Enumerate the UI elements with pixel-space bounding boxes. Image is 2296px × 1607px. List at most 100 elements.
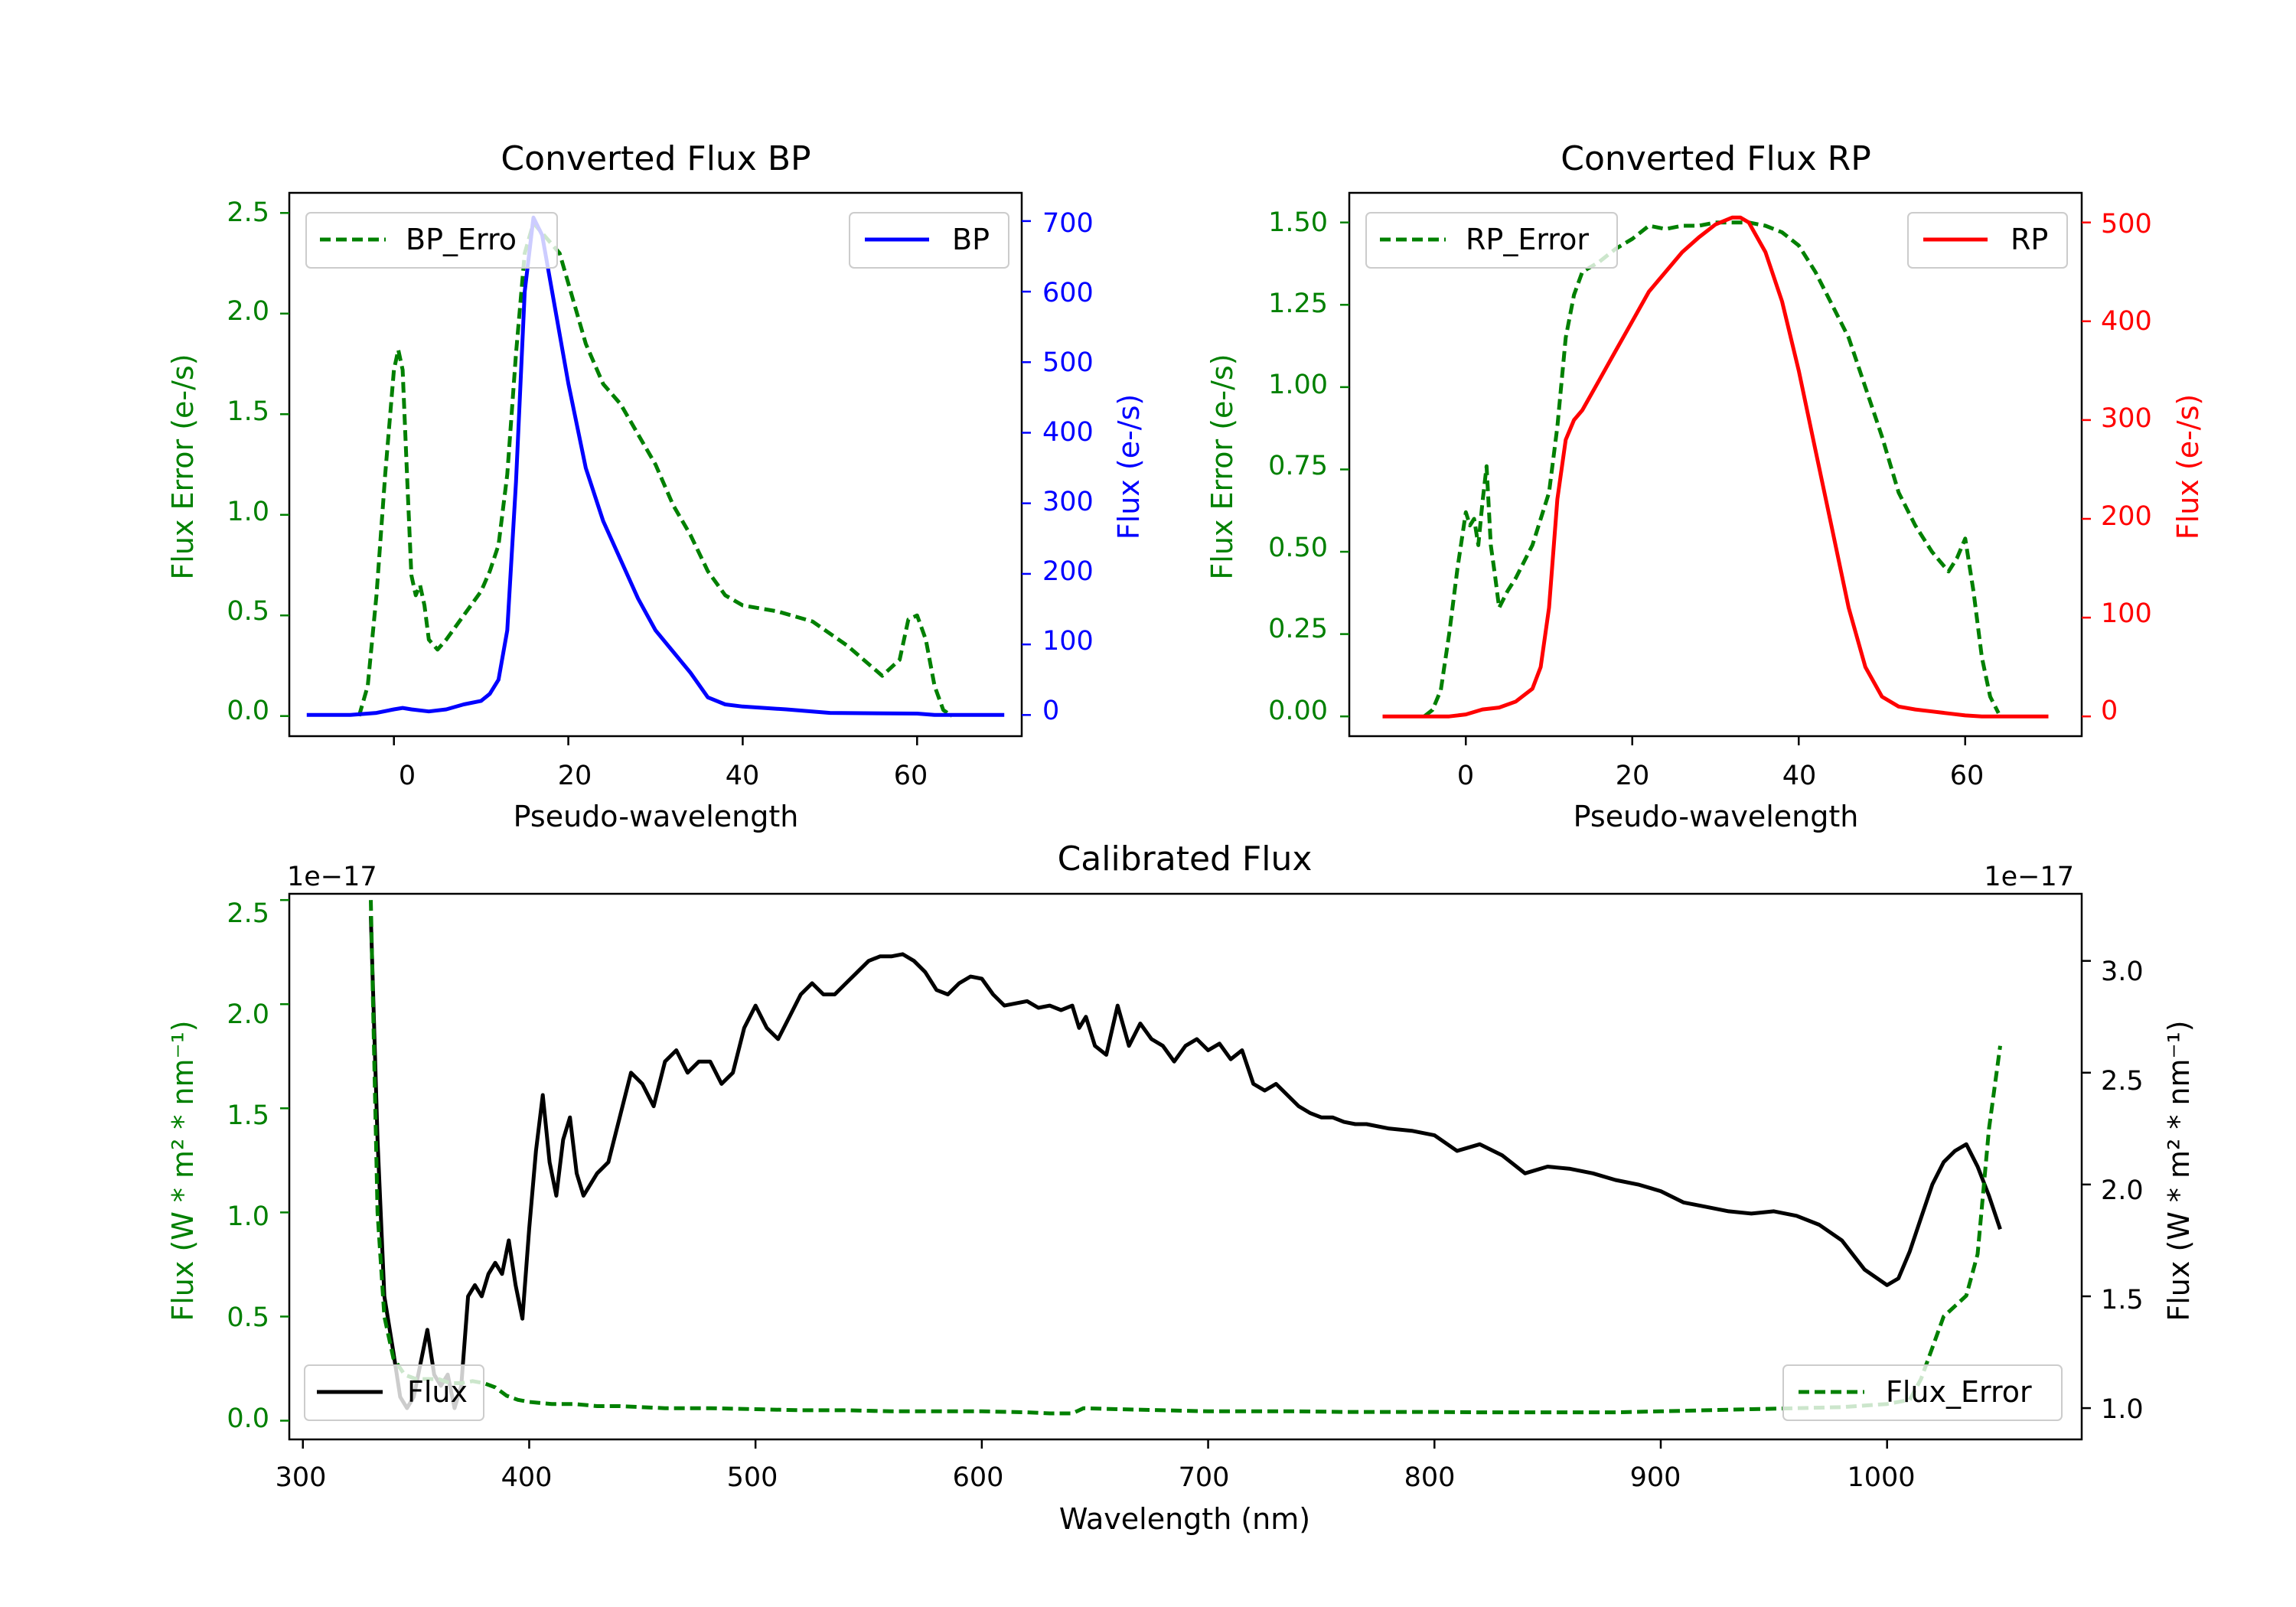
legend-label: BP_Erro bbox=[406, 223, 517, 256]
y-tick-label-left: 1.0 bbox=[227, 1201, 269, 1232]
y-tick-label-right: 2.0 bbox=[2101, 1175, 2144, 1206]
x-tick-label: 40 bbox=[1782, 761, 1817, 791]
x-axis-label: Wavelength (nm) bbox=[1059, 1502, 1310, 1536]
x-tick-label: 60 bbox=[894, 761, 928, 791]
y-offset-left: 1e−17 bbox=[287, 862, 377, 892]
y-tick-label-right: 100 bbox=[1042, 626, 1094, 657]
legend-bp: BP bbox=[849, 212, 1009, 269]
series-line-flux bbox=[369, 916, 2002, 1410]
y-tick-label-left: 0.75 bbox=[1268, 451, 1328, 481]
y-tick-label-right: 500 bbox=[2101, 209, 2152, 240]
legend-label: Flux_Error bbox=[1886, 1375, 2032, 1409]
x-tick-label: 20 bbox=[558, 761, 592, 791]
y-tick-label-right: 200 bbox=[2101, 501, 2152, 532]
y-ticks-left: 0.0 0.5 1.0 1.5 2.0 2.5 bbox=[227, 898, 269, 1434]
legend-bp-error: BP_Erro bbox=[305, 212, 558, 269]
series-group bbox=[1382, 215, 2049, 719]
legend-box bbox=[304, 1364, 484, 1421]
y-tick-label-right: 500 bbox=[1042, 347, 1094, 378]
axes bbox=[280, 892, 2091, 1449]
y-tick-label-left: 0.0 bbox=[227, 696, 269, 726]
y-axis-label-right: Flux (e-/s) bbox=[1112, 394, 1146, 539]
y-tick-label-right: 600 bbox=[1042, 278, 1094, 308]
x-tick-label: 0 bbox=[1457, 761, 1474, 791]
y-tick-label-right: 3.0 bbox=[2101, 957, 2144, 987]
y-ticks-right: 0 100 200 300 400 500 600 700 bbox=[1042, 208, 1094, 726]
x-tick-label: 1000 bbox=[1847, 1462, 1915, 1493]
y-tick-label-left: 2.5 bbox=[227, 898, 269, 929]
y-axis-label-left: Flux (W * m² * nm⁻¹) bbox=[166, 1020, 200, 1321]
chart-title: Converted Flux RP bbox=[1561, 139, 1871, 178]
series-line-rp bbox=[1382, 215, 2049, 719]
x-tick-label: 500 bbox=[727, 1462, 778, 1493]
y-ticks-right: 0 100 200 300 400 500 bbox=[2101, 209, 2152, 726]
x-axis-label: Pseudo-wavelength bbox=[514, 800, 799, 833]
series-line-rp-error bbox=[1423, 220, 2001, 719]
y-tick-label-right: 2.5 bbox=[2101, 1066, 2144, 1097]
legend-label: RP bbox=[2011, 223, 2048, 256]
legend-label: Flux bbox=[407, 1375, 468, 1409]
plot-frame bbox=[288, 191, 1023, 738]
y-tick-label-right: 400 bbox=[2101, 306, 2152, 337]
y-tick-label-left: 0.5 bbox=[227, 596, 269, 627]
series-line-flux-error bbox=[369, 900, 2002, 1416]
y-tick-label-right: 300 bbox=[2101, 403, 2152, 434]
y-tick-label-left: 2.0 bbox=[227, 999, 269, 1030]
y-axis-label-left: Flux Error (e-/s) bbox=[166, 354, 200, 579]
x-tick-label: 0 bbox=[399, 761, 416, 791]
x-tick-label: 900 bbox=[1630, 1462, 1681, 1493]
y-ticks-right: 1.0 1.5 2.0 2.5 3.0 bbox=[2101, 957, 2144, 1425]
x-axis-label: Pseudo-wavelength bbox=[1574, 800, 1859, 833]
axes bbox=[280, 191, 1031, 745]
y-tick-label-left: 1.5 bbox=[227, 396, 269, 427]
plot-frame bbox=[1348, 191, 2083, 738]
y-tick-label-left: 1.5 bbox=[227, 1100, 269, 1131]
y-tick-label-left: 0.50 bbox=[1268, 533, 1328, 563]
y-tick-label-right: 100 bbox=[2101, 598, 2152, 629]
legend-box bbox=[1782, 1364, 2063, 1421]
x-tick-label: 300 bbox=[276, 1462, 327, 1493]
y-tick-label-left: 0.0 bbox=[227, 1403, 269, 1434]
y-tick-label-right: 400 bbox=[1042, 417, 1094, 448]
y-tick-label-right: 200 bbox=[1042, 556, 1094, 587]
chart-title: Calibrated Flux bbox=[1058, 839, 1313, 878]
plot-frame bbox=[288, 892, 2083, 1441]
y-tick-label-right: 0 bbox=[1042, 696, 1059, 726]
y-tick-label-right: 1.0 bbox=[2101, 1394, 2144, 1425]
y-tick-label-left: 1.00 bbox=[1268, 370, 1328, 400]
legend-rp-error: RP_Error bbox=[1365, 212, 1618, 269]
y-tick-label-left: 2.5 bbox=[227, 197, 269, 228]
y-tick-label-left: 1.25 bbox=[1268, 288, 1328, 319]
y-ticks-left: 0.00 0.25 0.50 0.75 1.00 1.25 1.50 bbox=[1268, 207, 1328, 726]
y-axis-label-right: Flux (W * m² * nm⁻¹) bbox=[2162, 1020, 2196, 1321]
series-group bbox=[369, 900, 2002, 1416]
y-tick-label-right: 300 bbox=[1042, 487, 1094, 517]
y-tick-label-left: 0.5 bbox=[227, 1302, 269, 1333]
legend-box bbox=[1365, 212, 1618, 269]
y-offset-right: 1e−17 bbox=[1984, 862, 2074, 892]
y-tick-label-right: 700 bbox=[1042, 208, 1094, 239]
legend-flux: Flux bbox=[304, 1364, 484, 1421]
y-tick-label-left: 1.0 bbox=[227, 497, 269, 527]
x-ticks: 0 20 40 60 bbox=[399, 761, 928, 791]
y-tick-label-left: 1.50 bbox=[1268, 207, 1328, 238]
y-tick-label-left: 0.00 bbox=[1268, 696, 1328, 726]
x-tick-label: 400 bbox=[501, 1462, 553, 1493]
chart-bp: Converted Flux BP Pseudo-wavelength Flux… bbox=[166, 139, 1146, 833]
y-ticks-left: 0.0 0.5 1.0 1.5 2.0 2.5 bbox=[227, 197, 269, 726]
axes bbox=[1340, 191, 2091, 745]
x-tick-label: 800 bbox=[1404, 1462, 1456, 1493]
legend-flux-error: Flux_Error bbox=[1782, 1364, 2063, 1421]
chart-calibrated: Calibrated Flux Wavelength (nm) Flux (W … bbox=[166, 839, 2196, 1536]
x-tick-label: 700 bbox=[1179, 1462, 1230, 1493]
legend-box bbox=[305, 212, 558, 269]
y-tick-label-right: 0 bbox=[2101, 696, 2118, 726]
legend-label: BP bbox=[952, 223, 990, 256]
chart-rp: Converted Flux RP Pseudo-wavelength Flux… bbox=[1205, 139, 2205, 833]
x-tick-label: 20 bbox=[1616, 761, 1650, 791]
x-ticks: 300 400 500 600 700 800 900 1000 bbox=[276, 1462, 1916, 1493]
series-line-bp bbox=[306, 215, 1005, 717]
y-axis-label-right: Flux (e-/s) bbox=[2171, 394, 2205, 539]
y-axis-label-left: Flux Error (e-/s) bbox=[1205, 354, 1239, 579]
